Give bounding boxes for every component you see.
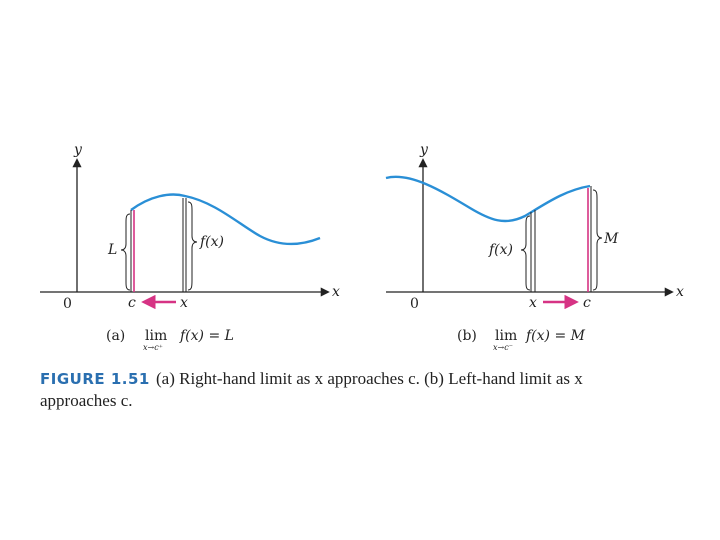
panel-a: y x 0 L f(x) c x (a) lim x→c⁺ f(x) = L: [40, 142, 340, 352]
panel-b-y-label: y: [419, 142, 429, 158]
panel-a-L-label: L: [107, 242, 117, 258]
panel-b-x-label: x: [676, 284, 684, 300]
panel-b-c-label: c: [583, 295, 591, 311]
panel-b: y x 0 f(x) M x c (b) lim x→c⁻ f(x) = M: [385, 142, 684, 352]
panel-a-L-brace: [120, 213, 131, 291]
panel-b-M-label: M: [603, 231, 619, 247]
panel-a-y-label: y: [73, 142, 83, 158]
panel-a-origin-label: 0: [63, 296, 72, 312]
panel-b-M-brace: [592, 189, 603, 291]
panel-a-fx-label: f(x): [199, 234, 224, 250]
panel-a-lim-expression: f(x) = L: [179, 328, 234, 344]
panel-b-lim-word: lim: [495, 328, 517, 344]
panel-b-curve: [385, 175, 591, 223]
panel-a-x-label: x: [332, 284, 340, 300]
panel-a-caption-letter: (a): [106, 328, 125, 344]
panel-b-lim-subscript: x→c⁻: [493, 343, 513, 352]
panel-b-origin-label: 0: [410, 296, 419, 312]
caption-line-1: (a) Right-hand limit as x approaches c. …: [156, 369, 583, 388]
figure-caption: FIGURE 1.51 (a) Right-hand limit as x ap…: [40, 369, 583, 410]
panel-b-fx-brace: [520, 215, 531, 291]
panel-a-x-point-label: x: [180, 295, 188, 311]
caption-line-2: approaches c.: [40, 391, 133, 410]
figure-label: FIGURE 1.51: [40, 370, 150, 388]
panel-b-lim-expression: f(x) = M: [525, 328, 586, 344]
panel-a-fx-brace: [187, 201, 198, 291]
panel-b-x-point-label: x: [529, 295, 537, 311]
panel-a-curve: [130, 193, 321, 246]
panel-a-c-label: c: [128, 295, 136, 311]
panel-a-lim-word: lim: [145, 328, 167, 344]
panel-a-lim-subscript: x→c⁺: [143, 343, 163, 352]
panel-b-caption-letter: (b): [457, 328, 477, 344]
panel-b-fx-label: f(x): [488, 242, 513, 258]
